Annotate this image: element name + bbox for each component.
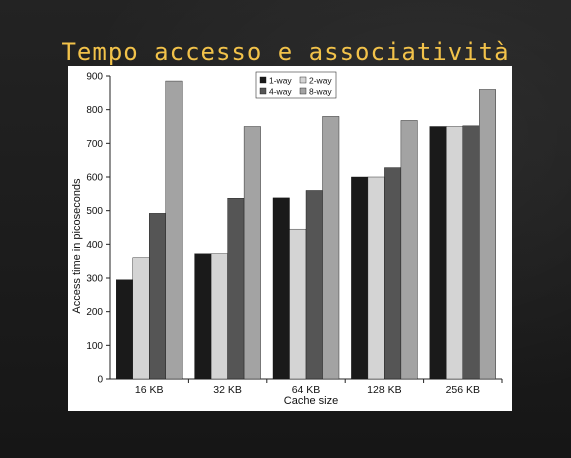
bar-8-way-32KB	[243, 126, 261, 380]
legend-label-1-way: 1-way	[269, 76, 292, 86]
bar-1-way-16KB	[116, 279, 133, 380]
bar-4-way-32KB	[227, 198, 245, 380]
legend-box	[255, 71, 337, 99]
bar-8-way-64KB	[322, 116, 340, 380]
y-tick-label: 400	[86, 240, 103, 251]
bar-4-way-256KB	[462, 125, 480, 380]
y-tick-label: 800	[86, 105, 103, 116]
bar-8-way-256KB	[479, 89, 496, 380]
slide-title: Tempo accesso e associatività	[61, 38, 510, 66]
bar-1-way-64KB	[272, 197, 290, 380]
legend-swatch-2-way	[299, 76, 307, 84]
chart-card: 0 100 200 300 400 500 600 700 800 900 16 KB 32 KB 64…	[68, 66, 512, 411]
bar-2-way-32KB	[210, 253, 228, 380]
bar-1-way-256KB	[429, 126, 447, 380]
bar-4-way-128KB	[384, 167, 402, 380]
legend-swatch-8-way	[299, 87, 307, 95]
bar-2-way-16KB	[132, 257, 150, 380]
bar-chart: 0 100 200 300 400 500 600 700 800 900 16 KB 32 KB 64…	[71, 71, 503, 407]
y-tick-label: 600	[86, 173, 103, 184]
bar-2-way-256KB	[446, 126, 463, 380]
legend-label-8-way: 8-way	[309, 87, 332, 97]
x-tick-label: 256 KB	[446, 384, 480, 396]
y-tick-label: 200	[86, 307, 103, 318]
y-tick-label: 0	[97, 375, 103, 386]
y-axis-label: Access time in picoseconds	[71, 178, 83, 314]
bar-4-way-64KB	[305, 190, 323, 380]
x-axis-label: Cache size	[284, 395, 338, 407]
legend-swatch-4-way	[259, 87, 267, 95]
bar-1-way-32KB	[194, 253, 212, 380]
x-tick-label: 32 KB	[213, 384, 242, 396]
bar-2-way-64KB	[289, 228, 307, 380]
legend-swatch-1-way	[259, 76, 267, 84]
legend-label-4-way: 4-way	[269, 87, 292, 97]
bar-1-way-128KB	[351, 176, 369, 380]
x-tick-label: 16 KB	[135, 384, 164, 396]
bar-8-way-128KB	[400, 120, 418, 380]
bar-4-way-16KB	[148, 213, 166, 380]
bar-2-way-128KB	[367, 176, 385, 380]
bar-8-way-16KB	[165, 80, 183, 380]
x-tick-label: 64 KB	[292, 384, 321, 396]
y-tick-label: 900	[86, 72, 103, 83]
y-tick-label: 500	[86, 206, 103, 217]
y-tick-label: 100	[86, 341, 103, 352]
x-tick-label: 128 KB	[367, 384, 401, 396]
y-tick-label: 300	[86, 274, 103, 285]
legend-label-2-way: 2-way	[309, 76, 332, 86]
y-tick-label: 700	[86, 139, 103, 150]
